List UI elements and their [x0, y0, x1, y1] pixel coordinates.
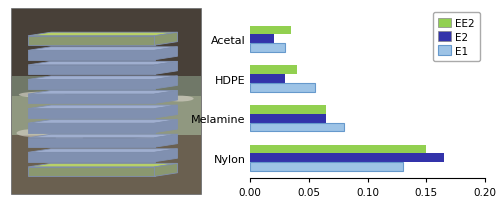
Bar — [12, 96, 200, 135]
Ellipse shape — [19, 92, 65, 98]
Polygon shape — [154, 91, 178, 104]
Bar — [250, 27, 291, 35]
Polygon shape — [28, 37, 154, 46]
Polygon shape — [154, 120, 178, 133]
Polygon shape — [28, 80, 154, 89]
Polygon shape — [28, 135, 178, 138]
Polygon shape — [28, 95, 154, 104]
Polygon shape — [28, 167, 154, 177]
Bar — [250, 154, 444, 162]
Bar — [250, 83, 314, 92]
Polygon shape — [28, 120, 178, 124]
Bar — [12, 77, 200, 96]
Legend: EE2, E2, E1: EE2, E2, E1 — [433, 13, 480, 61]
Polygon shape — [28, 51, 154, 60]
Ellipse shape — [132, 137, 173, 145]
Polygon shape — [28, 62, 178, 66]
Bar — [250, 162, 403, 171]
Polygon shape — [28, 149, 178, 153]
Bar — [250, 44, 285, 53]
Polygon shape — [154, 149, 178, 162]
Polygon shape — [28, 91, 178, 95]
Bar — [250, 75, 285, 83]
Bar — [250, 35, 274, 44]
Polygon shape — [28, 105, 178, 109]
Ellipse shape — [16, 129, 51, 137]
Bar — [250, 145, 426, 154]
Polygon shape — [28, 77, 178, 80]
Bar — [12, 135, 200, 194]
Bar — [250, 123, 344, 132]
Bar — [12, 10, 200, 77]
Bar — [250, 114, 326, 123]
Polygon shape — [154, 77, 178, 89]
Polygon shape — [28, 47, 178, 51]
Polygon shape — [28, 153, 154, 162]
Bar — [250, 106, 326, 114]
Polygon shape — [28, 66, 154, 75]
Polygon shape — [154, 62, 178, 75]
Polygon shape — [28, 138, 154, 147]
Polygon shape — [28, 33, 178, 37]
FancyBboxPatch shape — [12, 10, 200, 194]
Polygon shape — [154, 47, 178, 60]
Polygon shape — [154, 33, 178, 46]
Bar — [250, 66, 297, 75]
Polygon shape — [28, 164, 178, 167]
Ellipse shape — [56, 135, 83, 141]
Polygon shape — [154, 135, 178, 147]
Polygon shape — [28, 124, 154, 133]
Polygon shape — [28, 109, 154, 118]
Polygon shape — [154, 105, 178, 118]
Ellipse shape — [166, 96, 194, 102]
Polygon shape — [154, 164, 178, 177]
